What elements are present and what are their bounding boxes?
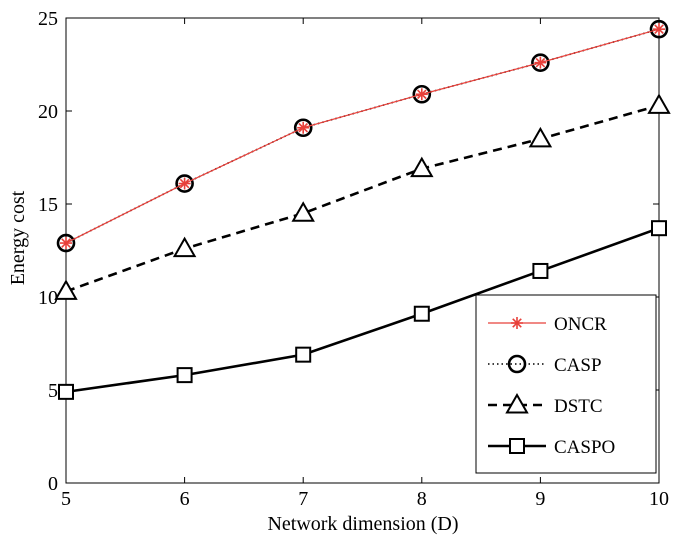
data-point-oncr (415, 88, 428, 101)
legend-marker-dstc (505, 392, 529, 414)
data-point-dstc (647, 93, 671, 114)
legend-box (475, 294, 657, 474)
legend-label-dstc: DSTC (554, 396, 603, 417)
legend: ONCR CASP DSTC CASPO (475, 294, 657, 474)
data-point-caspo (413, 305, 430, 322)
data-point-oncr (297, 121, 310, 134)
series-line-oncr (65, 28, 660, 244)
data-point-dstc (528, 126, 553, 148)
data-point-caspo (532, 262, 549, 279)
data-point-dstc (291, 201, 315, 222)
x-tick-label: 5 (61, 488, 71, 510)
data-point-caspo (651, 220, 667, 237)
y-tick-label: 0 (48, 473, 58, 495)
data-point-oncr (534, 56, 547, 69)
data-point-oncr (60, 237, 72, 250)
x-tick-label: 9 (535, 488, 545, 510)
data-point-casp (531, 53, 550, 72)
y-tick-label: 25 (38, 8, 58, 30)
data-point-dstc (54, 279, 78, 300)
legend-marker-caspo (509, 438, 525, 454)
data-point-dstc (172, 236, 197, 258)
data-point-casp (56, 233, 76, 253)
data-point-dstc (410, 156, 434, 178)
data-point-oncr (178, 177, 191, 190)
data-point-casp (412, 84, 432, 104)
series-line-dstc (65, 104, 660, 293)
data-point-caspo (295, 346, 312, 363)
y-axis-label: Energy cost (7, 190, 29, 285)
y-tick-label: 10 (38, 287, 58, 309)
data-point-casp (175, 174, 194, 193)
x-axis-label: Network dimension (D) (267, 513, 458, 535)
x-tick-label: 6 (180, 488, 190, 510)
legend-marker-casp (507, 354, 527, 374)
data-point-caspo (58, 383, 74, 400)
x-tick-label: 10 (649, 488, 669, 510)
x-tick-label: 7 (298, 488, 308, 510)
data-point-oncr (653, 23, 665, 36)
data-point-casp (649, 19, 669, 39)
legend-marker-oncr (511, 317, 523, 329)
y-tick-label: 15 (38, 194, 58, 216)
data-point-caspo (176, 367, 193, 384)
y-tick-label: 5 (48, 380, 58, 402)
legend-label-casp: CASP (554, 355, 602, 376)
x-tick-label: 8 (417, 488, 427, 510)
y-tick-label: 20 (38, 101, 58, 123)
legend-label-caspo: CASPO (554, 437, 615, 458)
data-point-casp (293, 118, 313, 138)
series-line-caspo (65, 226, 660, 394)
legend-label-oncr: ONCR (554, 314, 607, 335)
series-line-casp (65, 28, 660, 244)
